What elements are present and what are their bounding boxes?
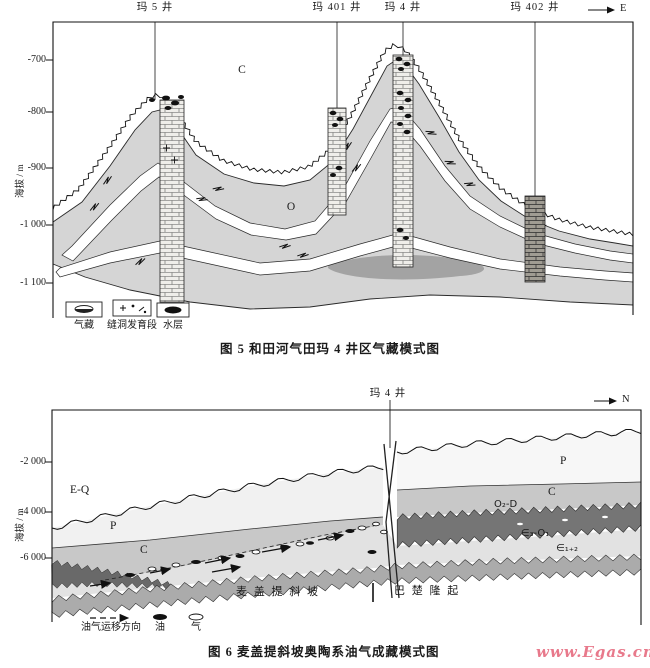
fig6-label-c-left: C xyxy=(140,544,148,556)
migration-arrows xyxy=(89,532,345,589)
fig6-legend-label-migration: 油气运移方向 xyxy=(81,622,141,633)
figure6-legend-symbols xyxy=(90,613,204,623)
eq-base-wavy-right xyxy=(396,429,642,455)
figure6-frame xyxy=(51,409,642,625)
p-layer-right xyxy=(397,431,641,490)
direction-label-e: E xyxy=(620,3,627,14)
fig6-tick-2000: -2 000 xyxy=(20,456,46,467)
well-label-ma5: 玛 5 井 xyxy=(136,2,174,13)
zone-label-bachu-uplift: 巴 楚 隆 起 xyxy=(394,585,461,597)
legend-fracture-cave-box xyxy=(112,299,152,317)
fig5-tick-1000: -1 000 xyxy=(20,219,46,230)
fig6-label-e3o1: ∈₃-O₁ xyxy=(520,528,550,539)
well-lines xyxy=(154,22,536,196)
well-label-ma401: 玛 401 井 xyxy=(312,2,362,13)
fig5-tick-900: -900 xyxy=(27,162,46,173)
e3-o1-layer xyxy=(52,525,641,598)
c-layer-left xyxy=(52,517,383,579)
fig6-tick-6000: -6 000 xyxy=(20,552,46,563)
fig5-legend-label-water: 水层 xyxy=(163,320,183,331)
fig6-label-eq: E-Q xyxy=(70,484,90,496)
well-column-ma5 xyxy=(159,99,185,303)
fig5-label-o: O xyxy=(286,201,296,213)
c-layer-right xyxy=(397,482,641,517)
fig6-label-c-right: C xyxy=(548,486,556,498)
fig6-tick-4000: -4 000 xyxy=(20,506,46,517)
fig5-tick-1100: -1 100 xyxy=(20,277,46,288)
fig6-legend-label-gas: 气 xyxy=(191,622,201,633)
fig6-label-o2d: O₂-D xyxy=(494,499,518,510)
fig5-tick-800: -800 xyxy=(27,106,46,117)
gas-shows xyxy=(149,56,412,240)
fig6-label-p-right: P xyxy=(560,455,567,467)
unconformity-sawtooth xyxy=(52,42,634,237)
figure5-caption: 图 5 和田河气田玛 4 井区气藏模式图 xyxy=(219,342,440,356)
direction-label-n: N xyxy=(622,394,630,405)
fig6-label-p-left: P xyxy=(110,520,117,532)
fig5-tick-700: -700 xyxy=(27,54,46,65)
legend-gas-blob xyxy=(188,613,204,621)
figure5-frame xyxy=(52,21,634,318)
legend-oil-blob xyxy=(153,614,167,620)
fig6-legend-label-oil: 油 xyxy=(155,622,165,633)
p-layer-left xyxy=(52,467,383,548)
fig5-legend-label-fracture: 缝洞发育段 xyxy=(107,320,157,331)
well-column-ma4 xyxy=(392,54,414,268)
fault-zone xyxy=(383,400,400,599)
well-column-ma402 xyxy=(524,195,546,283)
figure5-section xyxy=(46,6,634,318)
eq-base-wavy-left xyxy=(51,465,384,530)
well-column-ma401 xyxy=(327,107,347,216)
figure6-caption: 图 6 麦盖提斜坡奥陶系油气成藏模式图 xyxy=(208,645,440,659)
gas-blobs xyxy=(147,521,388,572)
fig5-label-c: C xyxy=(238,64,246,76)
fig6-y-axis-label: 海拔 / m xyxy=(16,508,26,542)
fig6-label-e12: ∈₁₊₂ xyxy=(556,543,579,554)
fig6-well-label-ma4: 玛 4 井 xyxy=(369,388,407,399)
fig5-y-axis-label: 海拔 / m xyxy=(16,164,26,198)
zone-label-maigaiti-slope: 麦 盖 提 斜 坡 xyxy=(236,586,320,598)
figure5-legend-symbols xyxy=(65,299,190,318)
figure5-tick-marks xyxy=(46,59,53,284)
fig5-legend-label-gas: 气藏 xyxy=(74,320,94,331)
well-label-ma402: 玛 402 井 xyxy=(510,2,560,13)
figure6-section xyxy=(45,397,642,625)
well-label-ma4: 玛 4 井 xyxy=(384,2,422,13)
well-columns xyxy=(159,54,546,303)
watermark: www.Egas.cn xyxy=(536,643,650,661)
figure6-tick-marks xyxy=(45,461,52,559)
